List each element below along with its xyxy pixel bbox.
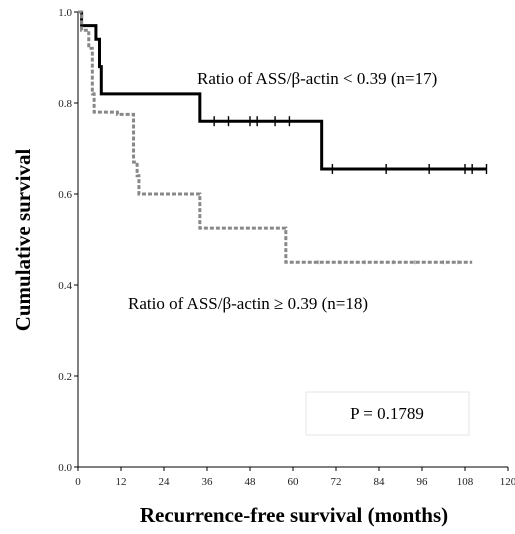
survival-curves xyxy=(78,10,488,265)
y-axis-title: Cumulative survival xyxy=(11,149,35,332)
p-value-label: P = 0.1789 xyxy=(350,404,424,423)
label-low-ratio: Ratio of ASS/β-actin < 0.39 (n=17) xyxy=(197,69,437,88)
x-tick-label: 0 xyxy=(75,476,81,488)
y-tick-label: 0.0 xyxy=(58,462,72,474)
y-tick-label: 0.2 xyxy=(58,371,72,383)
x-tick-label: 108 xyxy=(457,476,474,488)
y-tick-label: 1.0 xyxy=(58,7,72,19)
x-tick-label: 96 xyxy=(417,476,429,488)
y-tick-label: 0.4 xyxy=(58,280,72,292)
x-tick-label: 72 xyxy=(331,476,342,488)
curve-high-ratio xyxy=(78,10,473,264)
x-tick-label: 48 xyxy=(245,476,257,488)
y-tick-label: 0.6 xyxy=(58,189,72,201)
x-tick-label: 84 xyxy=(374,476,386,488)
p-value-box xyxy=(305,391,470,436)
x-axis-title: Recurrence-free survival (months) xyxy=(140,503,448,527)
x-tick-label: 60 xyxy=(288,476,300,488)
curve-low-ratio xyxy=(78,10,487,171)
y-tick-label: 0.8 xyxy=(58,98,72,110)
x-axis-ticks: 0 12 24 36 48 60 72 84 96 108 120 xyxy=(75,467,515,488)
label-high-ratio: Ratio of ASS/β-actin ≥ 0.39 (n=18) xyxy=(128,294,368,313)
x-tick-label: 12 xyxy=(116,476,127,488)
y-axis-ticks: 0.0 0.2 0.4 0.6 0.8 1.0 xyxy=(58,7,78,474)
x-tick-label: 24 xyxy=(159,476,171,488)
x-tick-label: 120 xyxy=(500,476,515,488)
x-tick-label: 36 xyxy=(202,476,214,488)
